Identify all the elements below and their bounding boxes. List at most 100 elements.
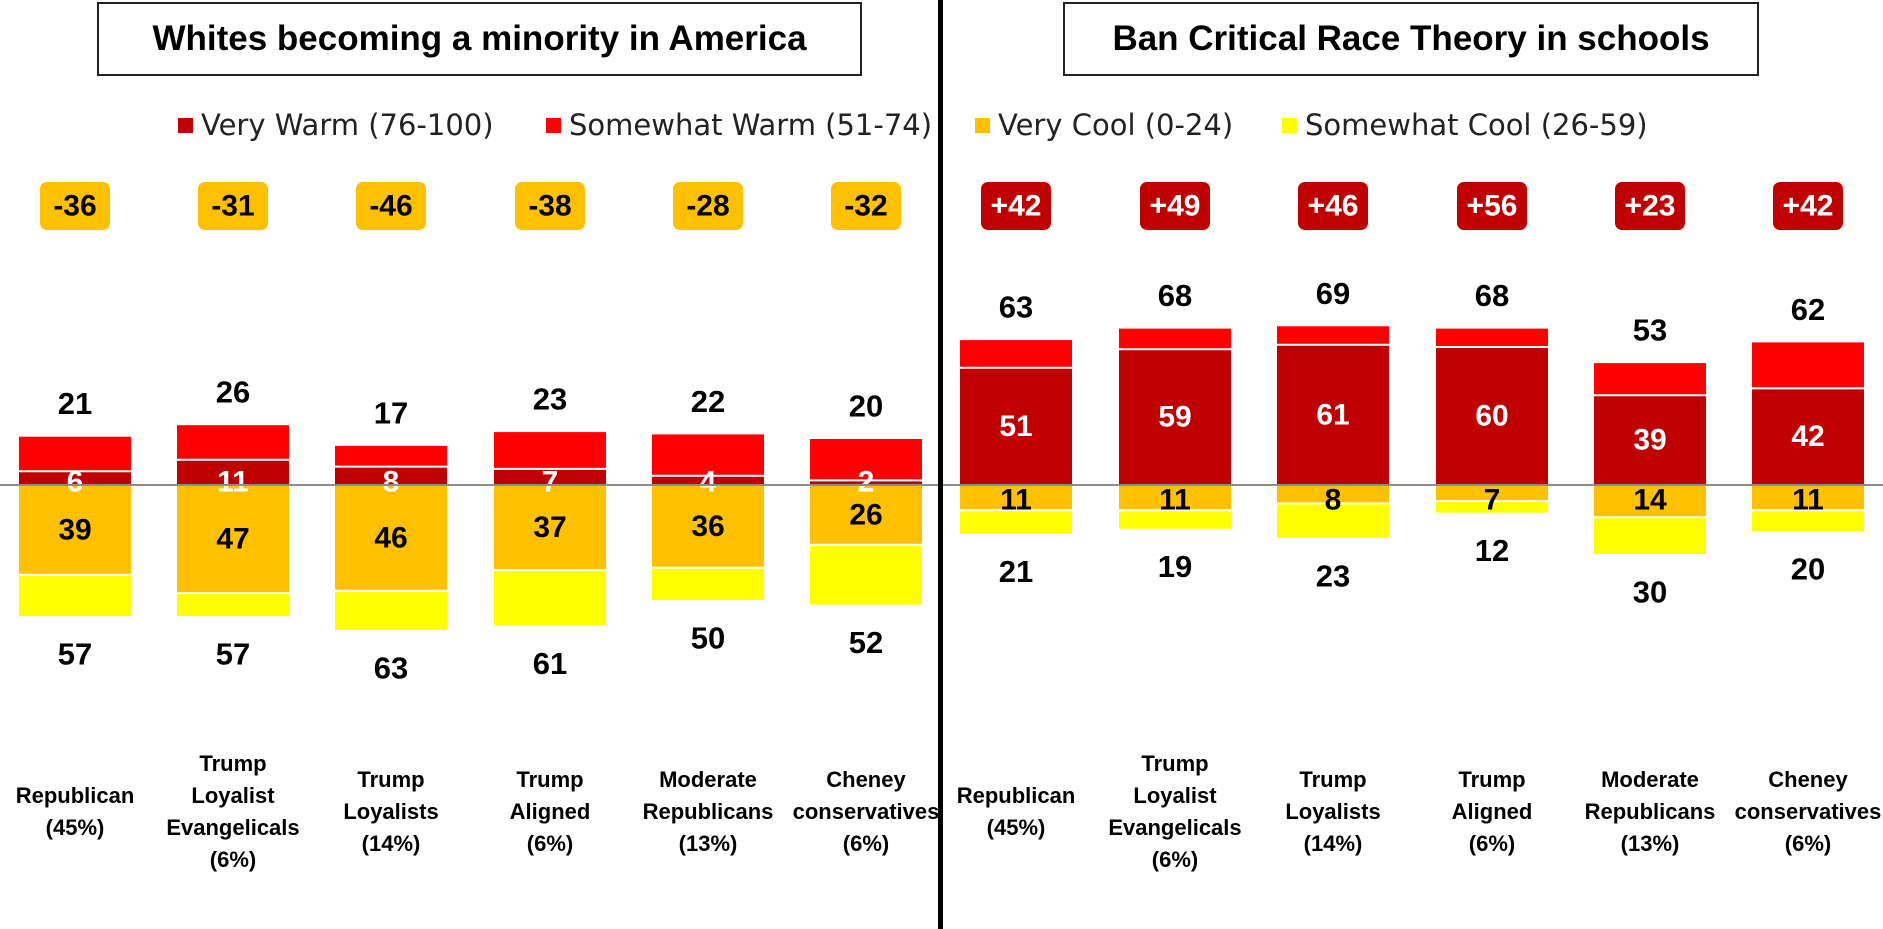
right-category-label-1: Trump Loyalist Evangelicals (6%) xyxy=(1108,751,1241,872)
right-label-very-warm-4: 39 xyxy=(1633,424,1666,457)
left-label-very-cool-1: 47 xyxy=(216,523,249,556)
right-net-value-5: +42 xyxy=(1783,190,1834,223)
right-net-value-0: +42 xyxy=(991,190,1042,223)
left-warm-total-3: 23 xyxy=(533,382,567,417)
left-cool-total-1: 57 xyxy=(216,637,250,672)
right-net-badge-1 xyxy=(1140,182,1210,230)
right-warm-total-5: 62 xyxy=(1791,292,1825,327)
right-warm-total-1: 68 xyxy=(1158,278,1192,313)
left-label-very-warm-4: 4 xyxy=(700,466,717,499)
right-label-very-warm-2: 61 xyxy=(1316,398,1349,431)
right-warm-total-4: 53 xyxy=(1633,313,1667,348)
right-net-badge-4 xyxy=(1615,182,1685,230)
right-cool-total-0: 21 xyxy=(999,554,1033,589)
legend-label-very-warm: Very Warm (76-100) xyxy=(201,108,494,142)
left-label-very-cool-2: 46 xyxy=(374,521,407,554)
left-cool-total-3: 61 xyxy=(533,646,567,681)
right-category-label-3: Trump Aligned (6%) xyxy=(1452,767,1533,856)
right-bar-somewhat-cool-1 xyxy=(1119,510,1231,529)
right-bar-somewhat-cool-3 xyxy=(1436,501,1548,513)
right-bar-very-cool-4 xyxy=(1594,485,1706,518)
left-cool-total-5: 52 xyxy=(849,625,883,660)
left-net-badge-1 xyxy=(198,182,268,230)
right-net-value-3: +56 xyxy=(1467,190,1518,223)
right-bar-somewhat-cool-0 xyxy=(960,510,1072,534)
right-net-badge-5 xyxy=(1773,182,1843,230)
right-bar-somewhat-warm-1 xyxy=(1119,328,1231,350)
legend-very-cool: Very Cool (0-24) xyxy=(975,108,1233,142)
right-label-very-cool-0: 11 xyxy=(1000,484,1032,517)
left-bar-very-warm-4 xyxy=(652,475,764,485)
left-label-very-warm-0: 6 xyxy=(67,466,84,499)
left-label-very-warm-5: 2 xyxy=(858,466,875,499)
left-category-label-0: Republican (45%) xyxy=(16,783,135,840)
right-bar-very-cool-5 xyxy=(1752,485,1864,511)
right-cool-total-5: 20 xyxy=(1791,552,1825,587)
left-net-badge-2 xyxy=(356,182,426,230)
left-bar-very-cool-5 xyxy=(810,485,922,545)
left-cool-total-0: 57 xyxy=(58,637,92,672)
right-bar-very-cool-3 xyxy=(1436,485,1548,502)
right-net-badge-3 xyxy=(1457,182,1527,230)
left-bar-somewhat-cool-0 xyxy=(19,574,131,617)
right-bar-somewhat-cool-4 xyxy=(1594,517,1706,554)
left-net-badge-4 xyxy=(673,182,743,230)
left-bar-somewhat-cool-2 xyxy=(335,590,447,630)
left-net-value-0: -36 xyxy=(53,190,96,223)
left-bar-very-cool-0 xyxy=(19,485,131,575)
legend-label-somewhat-cool: Somewhat Cool (26-59) xyxy=(1305,108,1648,142)
right-bar-somewhat-warm-4 xyxy=(1594,363,1706,396)
left-bar-very-warm-0 xyxy=(19,471,131,485)
left-bar-somewhat-cool-3 xyxy=(494,570,606,626)
right-label-very-cool-4: 14 xyxy=(1633,484,1667,517)
left-category-label-2: Trump Loyalists (14%) xyxy=(343,767,438,856)
right-cool-total-2: 23 xyxy=(1316,558,1350,593)
left-bar-very-warm-5 xyxy=(810,480,922,485)
right-net-badge-0 xyxy=(981,182,1051,230)
legend-swatch-somewhat-cool xyxy=(1282,117,1297,133)
left-warm-total-2: 17 xyxy=(374,395,408,430)
left-bar-very-cool-4 xyxy=(652,485,764,568)
right-bar-very-warm-2 xyxy=(1277,344,1389,485)
left-bar-very-warm-1 xyxy=(177,459,289,485)
left-bar-somewhat-warm-4 xyxy=(652,434,764,476)
right-bar-somewhat-cool-2 xyxy=(1277,503,1389,538)
right-label-very-warm-5: 42 xyxy=(1791,420,1824,453)
left-bar-very-cool-1 xyxy=(177,485,289,594)
right-bar-very-warm-1 xyxy=(1119,349,1231,485)
right-bar-somewhat-warm-2 xyxy=(1277,326,1389,345)
left-label-very-cool-3: 37 xyxy=(533,511,566,544)
panel-divider xyxy=(938,0,943,929)
left-category-label-5: Cheney conservatives (6%) xyxy=(793,767,940,856)
left-label-very-cool-5: 26 xyxy=(849,498,882,531)
right-bar-very-cool-2 xyxy=(1277,485,1389,504)
left-cool-total-2: 63 xyxy=(374,650,408,685)
right-cool-total-4: 30 xyxy=(1633,575,1667,610)
legend-swatch-very-cool xyxy=(975,117,990,133)
panel-title-ban-crt: Ban Critical Race Theory in schools xyxy=(1063,2,1759,76)
right-cool-total-1: 19 xyxy=(1158,549,1192,584)
left-cool-total-4: 50 xyxy=(691,621,725,656)
right-bar-very-warm-4 xyxy=(1594,395,1706,485)
right-warm-total-2: 69 xyxy=(1316,276,1350,311)
right-warm-total-3: 68 xyxy=(1475,278,1509,313)
left-bar-somewhat-warm-3 xyxy=(494,432,606,469)
right-net-badge-2 xyxy=(1298,182,1368,230)
legend-label-somewhat-warm: Somewhat Warm (51-74) xyxy=(569,108,933,142)
left-net-value-2: -46 xyxy=(369,190,412,223)
right-category-label-0: Republican (45%) xyxy=(957,783,1076,840)
left-net-badge-3 xyxy=(515,182,585,230)
left-label-very-warm-1: 11 xyxy=(217,466,249,499)
right-label-very-warm-3: 60 xyxy=(1475,400,1508,433)
left-net-value-1: -31 xyxy=(211,190,254,223)
right-bar-very-warm-0 xyxy=(960,367,1072,485)
panel-title-whites-minority: Whites becoming a minority in America xyxy=(97,2,862,76)
right-bar-very-cool-1 xyxy=(1119,485,1231,511)
left-category-label-4: Moderate Republicans (13%) xyxy=(643,767,774,856)
right-bar-very-cool-0 xyxy=(960,485,1072,511)
right-cool-total-3: 12 xyxy=(1475,533,1509,568)
left-net-badge-5 xyxy=(831,182,901,230)
legend-somewhat-cool: Somewhat Cool (26-59) xyxy=(1282,108,1648,142)
left-label-very-warm-3: 7 xyxy=(542,466,559,499)
